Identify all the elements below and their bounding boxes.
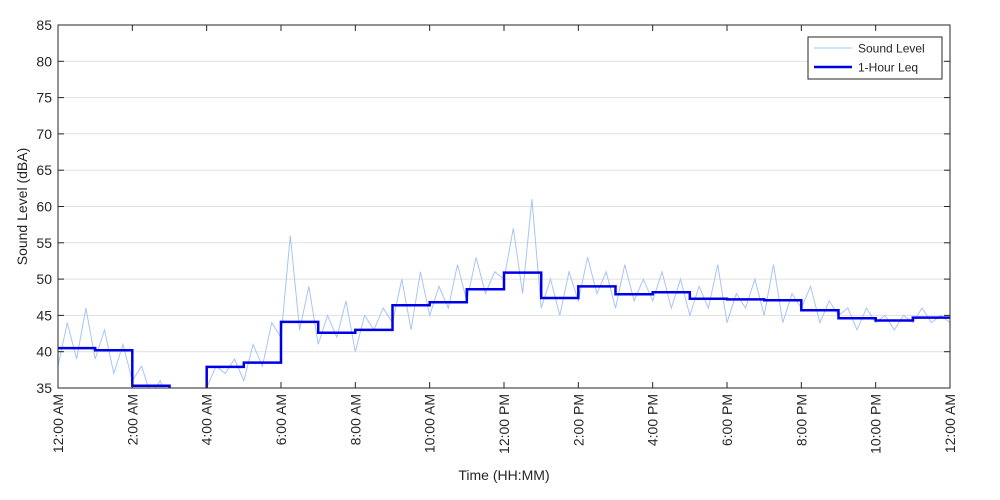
x-tick-label: 8:00 PM [793,394,809,446]
legend-label-1-hour-leq: 1-Hour Leq [858,61,918,75]
y-tick-label: 55 [36,235,52,251]
y-tick-label: 45 [36,307,52,323]
x-tick-label: 10:00 PM [868,394,884,454]
x-tick-label: 12:00 AM [50,394,66,453]
x-tick-label: 12:00 PM [496,394,512,454]
x-axis: 12:00 AM 2:00 AM 4:00 AM 6:00 AM 8:00 AM 10:0… [50,25,958,454]
series-layer [58,199,950,388]
y-tick-label: 65 [36,162,52,178]
y-tick-label: 70 [36,126,52,142]
y-tick-label: 85 [36,17,52,33]
series-line-1-hour-leq [58,271,950,388]
y-tick-label: 50 [36,271,52,287]
x-tick-label: 2:00 PM [570,394,586,446]
x-tick-label: 6:00 AM [273,394,289,445]
x-tick-label: 4:00 AM [199,394,215,445]
y-tick-label: 40 [36,344,52,360]
y-tick-label: 35 [36,380,52,396]
y-axis-label: Sound Level (dBA) [14,148,30,266]
y-tick-label: 60 [36,199,52,215]
legend: Sound Level 1-Hour Leq [807,36,943,80]
x-tick-label: 2:00 AM [124,394,140,445]
x-axis-label: Time (HH:MM) [458,467,549,483]
y-axis: 35 40 45 50 55 60 65 70 75 80 85 [36,17,950,396]
legend-label-sound-level: Sound Level [858,42,925,56]
y-tick-label: 80 [36,53,52,69]
x-tick-label: 10:00 AM [422,394,438,453]
legend-box [807,36,943,80]
x-tick-label: 4:00 PM [645,394,661,446]
y-tick-label: 75 [36,90,52,106]
x-tick-label: 8:00 AM [347,394,363,445]
x-tick-label: 12:00 AM [942,394,958,453]
x-tick-label: 6:00 PM [719,394,735,446]
